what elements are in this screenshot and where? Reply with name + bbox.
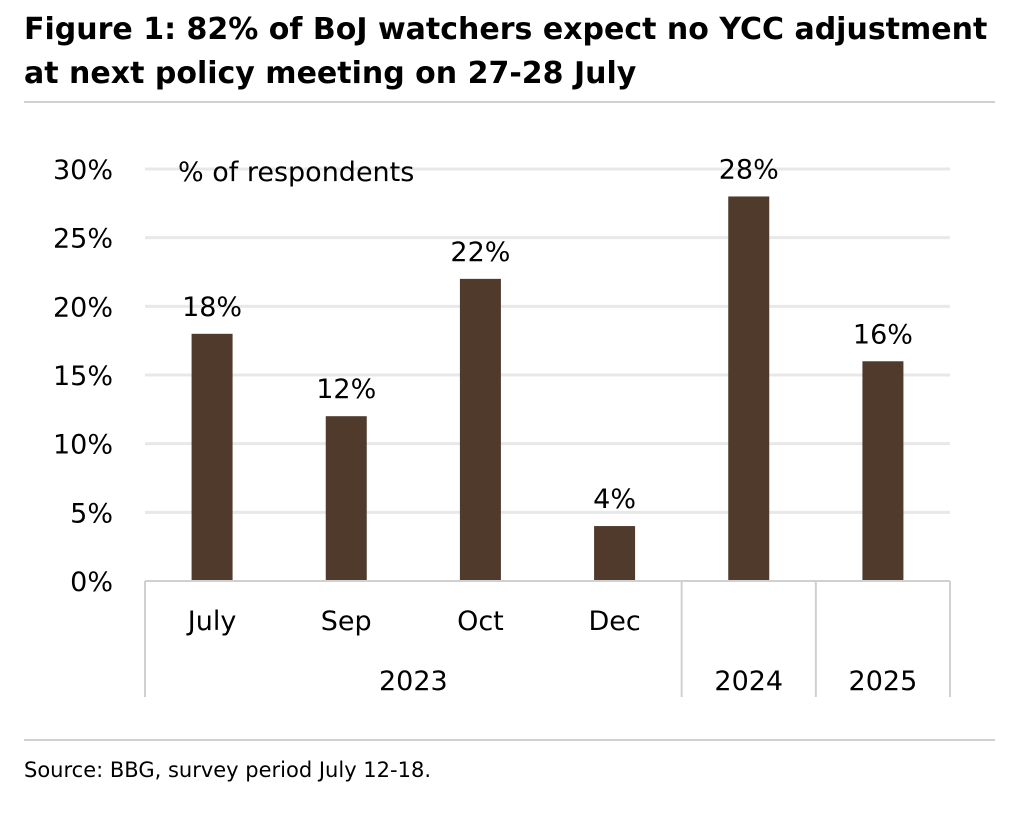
data-label: 16% [853,319,913,350]
x-tick-label: July [186,606,237,637]
y-tick-label: 15% [53,361,113,392]
data-label: 18% [182,292,242,323]
data-label: 22% [450,237,510,268]
x-group-label: 2024 [714,666,783,697]
x-group-label: 2023 [379,666,448,697]
y-tick-label: 30% [53,155,113,186]
y-tick-label: 25% [53,224,113,255]
x-axis: July Sep Oct Dec 2023 2024 2025 [144,580,951,697]
bar [728,196,770,581]
y-tick-label: 5% [70,498,113,529]
chart-title: Figure 1: 82% of BoJ watchers expect no … [24,12,988,91]
footer-divider [24,739,995,741]
y-tick-label: 0% [70,567,113,598]
data-label: 12% [316,374,376,405]
data-label: 28% [719,154,779,185]
bars [191,196,904,581]
bar [594,526,636,581]
x-tick-label: Oct [457,606,504,637]
x-tick-label: Sep [321,606,372,637]
bar [325,416,367,581]
x-tick-label: Dec [588,606,640,637]
y-tick-label: 10% [53,430,113,461]
bar [191,333,233,581]
x-group-label: 2025 [849,666,918,697]
bar [862,361,904,581]
y-axis-label: % of respondents [178,157,414,188]
bar-chart: 0% 5% 10% 15% 20% 25% 30% 18% 12% 22% 4% 28% 16% Ju… [53,154,951,697]
bar [459,278,501,581]
y-tick-label: 20% [53,292,113,323]
gridlines [145,167,950,514]
source-note: Source: BBG, survey period July 12-18. [24,758,431,782]
y-axis-ticks: 0% 5% 10% 15% 20% 25% 30% [53,155,113,598]
data-label: 4% [593,484,636,515]
title-divider [24,101,995,103]
data-labels: 18% 12% 22% 4% 28% 16% [182,154,913,515]
